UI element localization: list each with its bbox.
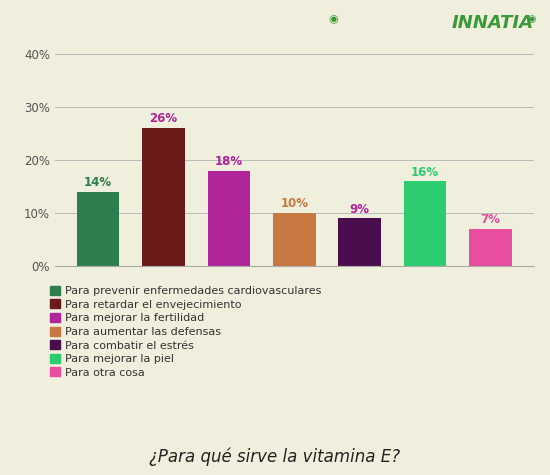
Bar bbox=[273, 213, 316, 266]
Bar bbox=[404, 181, 447, 266]
Bar bbox=[207, 171, 250, 266]
Bar bbox=[77, 192, 119, 266]
Text: 26%: 26% bbox=[150, 113, 178, 125]
Text: ◉: ◉ bbox=[528, 14, 536, 24]
Text: INNATIA: INNATIA bbox=[452, 14, 534, 32]
Bar bbox=[142, 128, 185, 266]
Text: ¿Para qué sirve la vitamina E?: ¿Para qué sirve la vitamina E? bbox=[150, 447, 400, 466]
Text: 7%: 7% bbox=[481, 213, 500, 226]
Bar bbox=[469, 229, 512, 266]
Bar bbox=[338, 218, 381, 266]
Text: 16%: 16% bbox=[411, 165, 439, 179]
Text: 18%: 18% bbox=[214, 155, 243, 168]
Text: 14%: 14% bbox=[84, 176, 112, 189]
Text: 10%: 10% bbox=[280, 197, 308, 210]
Text: 9%: 9% bbox=[350, 203, 370, 216]
Text: ◉: ◉ bbox=[328, 14, 338, 24]
Legend: Para prevenir enfermedades cardiovasculares, Para retardar el envejecimiento, Pa: Para prevenir enfermedades cardiovascula… bbox=[50, 286, 322, 378]
